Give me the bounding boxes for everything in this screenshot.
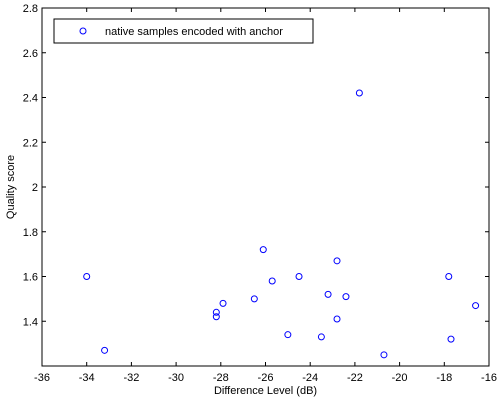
data-point xyxy=(355,89,363,97)
y-tick-label: 1.8 xyxy=(23,227,38,239)
x-tick-label: -26 xyxy=(258,372,274,384)
data-points xyxy=(83,89,480,359)
x-tick-label: -22 xyxy=(347,372,363,384)
x-tick-label: -18 xyxy=(436,372,452,384)
x-axis-label: Difference Level (dB) xyxy=(214,385,317,397)
x-tick-label: -16 xyxy=(481,372,497,384)
y-tick-label: 2 xyxy=(32,182,38,194)
y-tick-label: 2.4 xyxy=(23,93,38,105)
x-tick-label: -34 xyxy=(79,372,95,384)
data-point xyxy=(101,346,109,354)
y-tick-label: 2.8 xyxy=(23,3,38,15)
data-point xyxy=(333,257,341,265)
data-point xyxy=(250,295,258,303)
data-point xyxy=(212,313,220,321)
x-tick-label: -20 xyxy=(392,372,408,384)
x-tick-label: -28 xyxy=(213,372,229,384)
y-tick-label: 1.4 xyxy=(23,316,38,328)
y-axis-label: Quality score xyxy=(5,155,17,219)
x-tick-label: -36 xyxy=(34,372,50,384)
data-point xyxy=(324,290,332,298)
data-point xyxy=(219,299,227,307)
legend: native samples encoded with anchor xyxy=(53,18,314,44)
x-tick-label: -30 xyxy=(168,372,184,384)
data-point xyxy=(83,273,91,280)
data-point xyxy=(380,351,388,359)
data-point xyxy=(268,277,276,285)
data-point xyxy=(445,273,453,280)
data-point xyxy=(472,302,480,310)
legend-label: native samples encoded with anchor xyxy=(105,26,283,38)
y-tick-label: 2.6 xyxy=(23,48,38,60)
data-point xyxy=(447,335,455,343)
x-tick-label: -32 xyxy=(123,372,139,384)
data-point xyxy=(259,246,267,254)
y-tick-label: 1.6 xyxy=(23,272,38,284)
data-point xyxy=(317,333,325,341)
legend-box xyxy=(53,18,314,44)
plot-area xyxy=(41,7,490,367)
data-point xyxy=(342,293,350,301)
legend-marker-icon xyxy=(79,27,87,35)
data-point xyxy=(333,315,341,323)
data-point xyxy=(295,273,303,280)
y-tick-label: 2.2 xyxy=(23,137,38,149)
data-point xyxy=(212,308,220,316)
data-point xyxy=(284,331,292,339)
axis-ticks: -36 -34 -32 -30 -28 -26 -24 -22 -20 -18 -16 1.4 1.6 1… xyxy=(23,3,497,384)
x-tick-label: -24 xyxy=(302,372,318,384)
